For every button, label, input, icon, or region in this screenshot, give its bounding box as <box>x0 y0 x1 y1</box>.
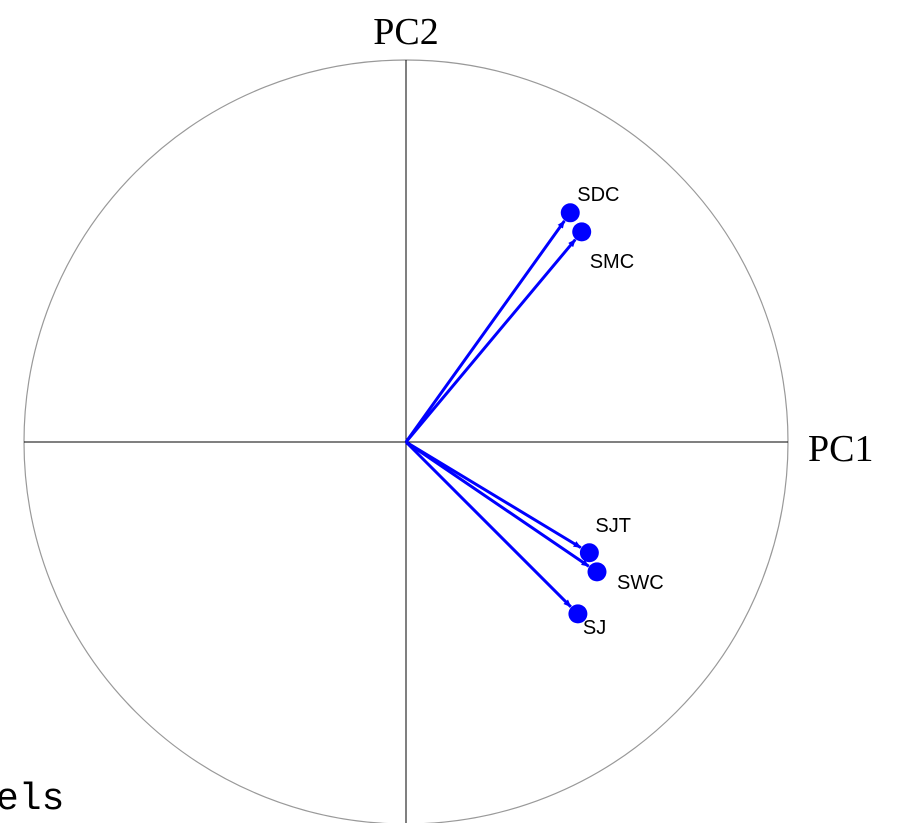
loading-arrow-sjt <box>405 440 582 549</box>
loading-label-sjt: SJT <box>595 515 631 537</box>
loading-arrow-smc <box>404 238 577 443</box>
truncated-text-fragment: els <box>0 778 65 821</box>
loading-point-sjt <box>579 543 599 563</box>
loading-point-smc <box>572 222 592 242</box>
loading-label-sdc: SDC <box>577 184 619 206</box>
loading-label-smc: SMC <box>590 251 634 273</box>
loading-label-sj: SJ <box>583 617 606 639</box>
loading-point-swc <box>587 562 607 582</box>
loading-arrow-sj <box>404 440 572 608</box>
loading-label-swc: SWC <box>617 572 664 594</box>
x-axis-label: PC1 <box>808 428 873 470</box>
loading-arrow-sdc <box>404 220 566 443</box>
loading-vectors: SDC SMC SJT SWC SJ <box>404 184 664 639</box>
loading-arrow-swc <box>405 440 590 568</box>
loading-point-sj <box>568 604 588 624</box>
loading-point-sdc <box>560 203 580 223</box>
y-axis-label: PC2 <box>373 11 438 53</box>
